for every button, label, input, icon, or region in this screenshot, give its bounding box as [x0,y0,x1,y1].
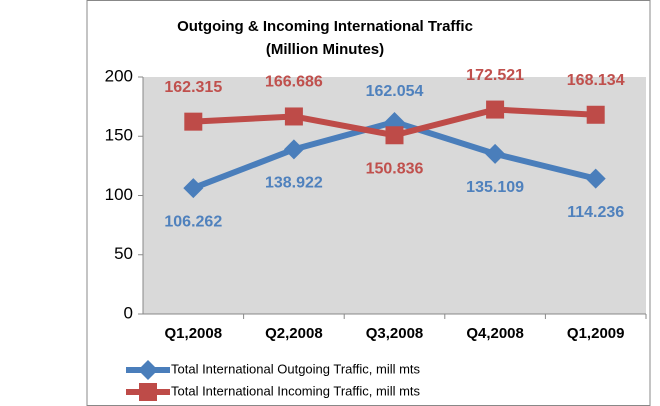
y-tick-label: 200 [105,66,133,85]
y-tick-label: 100 [105,185,133,204]
data-label: 150.836 [366,160,424,177]
data-label: 162.315 [164,79,222,96]
chart-title: Outgoing & Incoming International Traffi… [177,18,473,35]
data-label: 168.134 [567,72,625,89]
data-label: 138.922 [265,175,323,192]
y-tick-label: 0 [124,303,133,322]
marker [485,143,506,164]
marker [184,112,203,131]
y-tick-label: 50 [114,244,133,263]
marker [586,105,605,124]
legend-label: Total International Incoming Traffic, mi… [171,383,421,398]
data-label: 166.686 [265,74,323,91]
x-tick-label: Q4,2008 [466,325,524,342]
legend-marker [138,360,158,380]
legend-label: Total International Outgoing Traffic, mi… [171,361,421,376]
chart-subtitle: (Million Minutes) [266,41,384,58]
marker [183,178,204,199]
data-label: 135.109 [466,179,524,196]
marker [284,107,303,126]
legend-marker [139,383,157,401]
x-tick-label: Q2,2008 [265,325,323,342]
data-label: 162.054 [366,83,424,100]
marker [385,126,404,145]
x-tick-label: Q1,2009 [567,325,625,342]
x-tick-label: Q1,2008 [165,325,223,342]
data-label: 114.236 [567,204,624,221]
marker [585,168,606,189]
y-tick-label: 150 [105,126,133,145]
marker [283,139,304,160]
x-tick-label: Q3,2008 [366,325,424,342]
data-label: 172.521 [466,67,524,84]
marker [486,100,505,119]
data-label: 106.262 [164,213,222,230]
